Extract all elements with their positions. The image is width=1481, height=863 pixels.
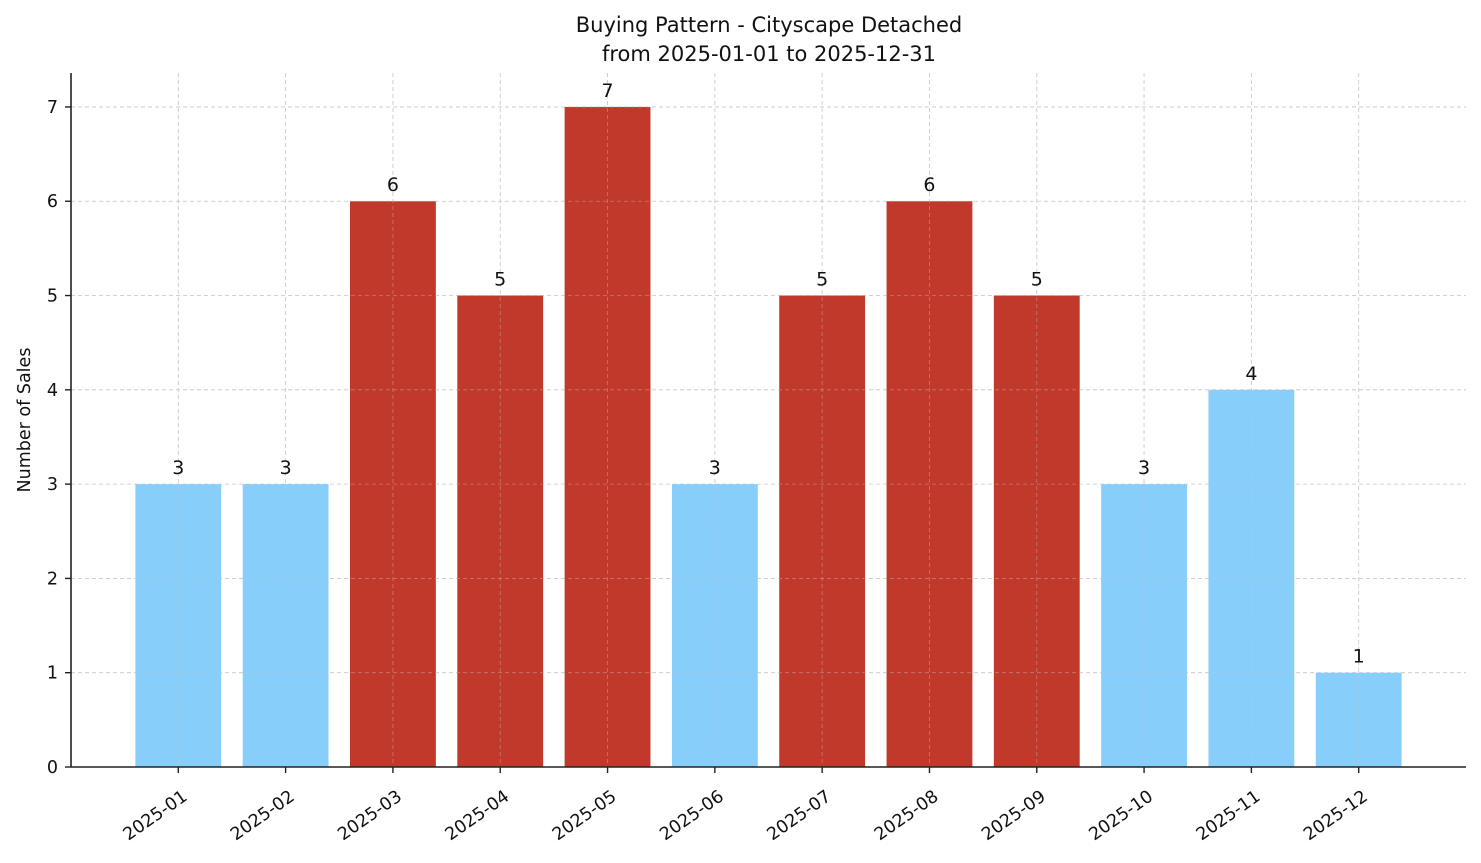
bar-2025-05 — [564, 106, 651, 767]
x-tick-label: 2025-03 — [334, 787, 405, 845]
x-tick-label: 2025-11 — [1193, 787, 1264, 845]
y-tick-label: 3 — [47, 475, 58, 495]
y-tick-label: 4 — [47, 381, 58, 401]
bar-2025-07 — [779, 295, 866, 767]
y-axis-ticks: 0 1 2 3 4 5 6 7 — [47, 98, 71, 778]
x-tick-label: 2025-10 — [1086, 787, 1157, 845]
bar-value-label: 6 — [923, 174, 935, 196]
bar-value-labels: 3 3 6 5 7 3 5 6 5 3 4 1 — [172, 80, 1364, 668]
bar-value-label: 1 — [1353, 646, 1365, 668]
chart-title-line2: from 2025-01-01 to 2025-12-31 — [602, 42, 936, 66]
bar-value-label: 6 — [387, 174, 399, 196]
axes — [70, 73, 1466, 768]
y-axis-label: Number of Sales — [15, 348, 35, 493]
bar-value-label: 5 — [816, 269, 828, 291]
y-tick-label: 5 — [47, 287, 58, 307]
bar-2025-11 — [1208, 389, 1295, 767]
bar-2025-03 — [350, 201, 436, 767]
x-tick-label: 2025-12 — [1300, 787, 1371, 845]
bar-value-label: 3 — [1138, 457, 1150, 479]
bar-value-label: 3 — [280, 457, 292, 479]
bars — [135, 106, 1402, 767]
x-tick-label: 2025-06 — [656, 787, 727, 845]
bar-value-label: 5 — [494, 269, 506, 291]
bar-2025-12 — [1315, 672, 1402, 767]
chart-title-line1: Buying Pattern - Cityscape Detached — [576, 13, 963, 37]
bar-value-label: 5 — [1031, 269, 1043, 291]
bar-2025-09 — [993, 295, 1080, 767]
bar-2025-08 — [886, 201, 973, 767]
x-tick-label: 2025-07 — [764, 787, 835, 845]
chart-title: Buying Pattern - Cityscape Detached from… — [576, 13, 963, 66]
x-tick-label: 2025-02 — [227, 787, 298, 845]
x-tick-label: 2025-05 — [549, 787, 620, 845]
y-tick-label: 0 — [47, 758, 58, 778]
bar-2025-04 — [457, 295, 544, 767]
x-axis-ticks: 2025-01 2025-02 2025-03 2025-04 2025-05 2025-… — [120, 767, 1372, 845]
bar-value-label: 4 — [1245, 363, 1257, 385]
bar-2025-10 — [1101, 484, 1187, 767]
bar-value-label: 3 — [172, 457, 184, 479]
bar-2025-02 — [242, 484, 329, 767]
bar-2025-01 — [135, 484, 222, 767]
y-tick-label: 7 — [47, 98, 58, 118]
y-tick-label: 6 — [47, 192, 58, 212]
x-tick-label: 2025-01 — [120, 787, 191, 845]
gridlines-overlay — [71, 73, 1466, 767]
bar-2025-06 — [671, 484, 758, 767]
x-tick-label: 2025-08 — [871, 787, 942, 845]
x-tick-label: 2025-04 — [442, 787, 513, 845]
y-tick-label: 1 — [47, 664, 58, 684]
bar-value-label: 3 — [709, 457, 721, 479]
x-tick-label: 2025-09 — [978, 787, 1049, 845]
y-tick-label: 2 — [47, 569, 58, 589]
bar-value-label: 7 — [601, 80, 613, 102]
